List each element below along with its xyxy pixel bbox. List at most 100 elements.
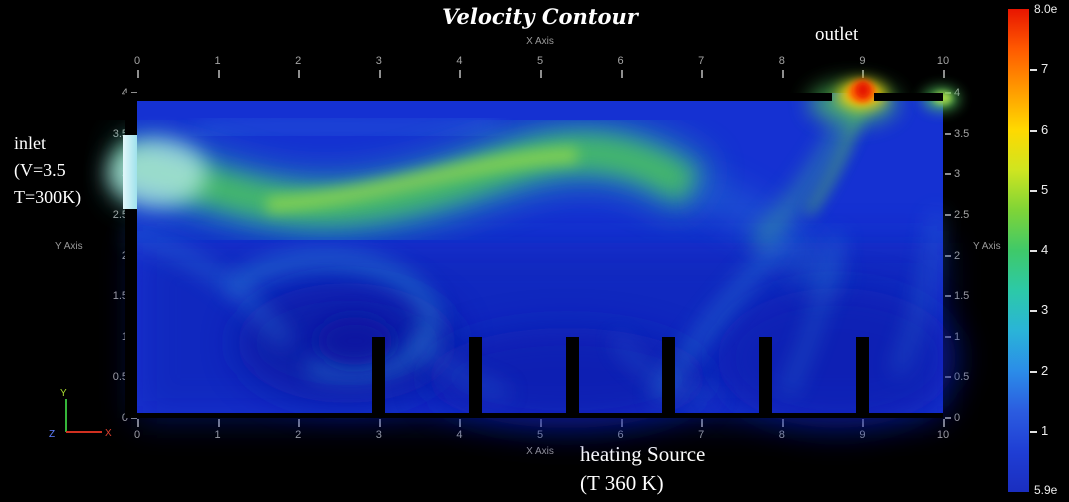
x-tick-mark [137,70,139,78]
orientation-z-label: Z [49,429,55,440]
x-tick-mark [781,419,784,427]
x-tick-mark [701,70,704,78]
colorbar-min-label: 5.9e [1034,483,1058,497]
inlet-annotation-line2: (V=3.5 [14,160,66,180]
outlet-annotation: outlet [815,24,859,45]
top-wall-left [137,93,832,101]
bottom-wall [125,413,943,418]
x-tick-label: 5 [536,55,544,67]
top-wall-right [874,93,943,101]
x-tick-label: 2 [295,55,302,67]
x-tick-mark [378,419,381,427]
colorbar-max-label: 8.0e [1034,2,1058,16]
x-tick-mark [137,419,139,427]
y-tick-label: 4 [94,87,128,99]
colorbar-tick-mark [1030,310,1037,313]
x-tick-mark [701,419,704,427]
x-tick-mark [781,70,784,78]
y-tick-label: 3.5 [954,127,970,140]
y-tick-mark [945,173,951,176]
colorbar-tick-mark [1030,250,1037,252]
y-tick-label: 1 [954,330,961,343]
colorbar-tick-mark [1030,370,1037,373]
left-wall-lower [125,209,137,418]
y-axis-title-right: Y Axis [973,241,1001,252]
x-tick-label: 9 [859,429,866,441]
x-tick-label: 4 [456,55,463,67]
x-tick-mark [459,70,462,78]
orientation-y-label: Y [60,388,67,399]
y-tick-mark [945,417,951,419]
y-tick-mark [945,132,951,135]
x-tick-label: 8 [778,429,785,441]
contour-plot-viewport[interactable] [107,81,959,428]
x-tick-mark [943,419,945,427]
y-tick-label: 2 [954,249,961,262]
colorbar-tick-mark [1030,430,1037,433]
x-tick-mark [862,70,865,78]
colorbar-tick-label: 2 [1041,362,1049,378]
heating-baffle [855,337,869,413]
x-tick-mark [217,70,220,78]
x-tick-label: 3 [375,429,382,441]
y-tick-label: 0.5 [112,371,128,384]
x-tick-label: 9 [859,55,866,67]
inlet-annotation: inlet (V=3.5 T=300K) [14,130,81,211]
x-tick-label: 6 [617,55,624,67]
y-tick-label: 0 [121,412,128,424]
orientation-axes-widget: Y X Z [49,388,112,440]
inlet-duct [123,135,137,209]
x-tick-label: 2 [295,429,302,441]
x-tick-label: 1 [214,55,221,67]
y-tick-label: 4 [954,87,961,99]
y-tick-label: 1.5 [954,290,970,303]
x-tick-label: 0 [133,55,141,67]
y-tick-mark [131,417,137,419]
colorbar-tick-label: 1 [1041,422,1049,438]
inlet-annotation-line3: T=300K) [14,187,82,207]
x-tick-mark [620,70,623,78]
x-tick-label: 6 [617,429,624,441]
heating-baffle [469,337,483,413]
x-tick-label: 10 [936,429,950,441]
heating-baffle [662,337,676,413]
colorbar-tick-mark [1030,69,1037,72]
x-axis-title-bottom: X Axis [526,446,554,457]
heating-baffle [372,337,386,413]
x-tick-mark [217,419,220,427]
y-axis-title-left: Y Axis [55,241,83,252]
x-tick-mark [298,70,301,78]
colorbar-tick-label: 3 [1041,302,1049,318]
colorbar-tick-label: 4 [1041,242,1049,257]
left-wall-upper [125,93,137,135]
y-tick-mark [945,213,951,216]
colorbar-tick-label: 5 [1041,181,1049,197]
x-tick-mark [298,419,301,427]
y-tick-label: 1 [94,331,128,343]
y-tick-label: 2.5 [954,208,970,221]
x-tick-label: 1 [214,429,221,441]
x-tick-label: 7 [698,55,705,67]
y-tick-label: 2 [94,250,128,262]
x-tick-label: 3 [375,55,382,67]
colorbar: 8.0e 5.9e 7 6 5 4 3 2 1 [1005,0,1069,502]
x-tick-label: 5 [536,429,544,441]
heating-source-line1: heating Source [580,442,706,466]
heating-baffle [759,337,773,413]
y-tick-label: 3 [954,168,961,181]
colorbar-tick-label: 7 [1041,61,1049,77]
orientation-x-label: X [105,428,112,439]
x-tick-mark [459,419,462,427]
colorbar-tick-mark [1030,189,1037,192]
page-title: Velocity Contour [442,4,638,29]
x-tick-mark [378,70,381,78]
velocity-contour-field [107,81,959,428]
y-tick-label: 2.5 [112,208,128,221]
inlet-annotation-line1: inlet [14,133,46,153]
colorbar-gradient [1008,9,1029,492]
colorbar-tick-label: 6 [1041,121,1049,137]
x-tick-label: 10 [936,55,950,67]
heating-source-line2: (T 360 K) [580,471,664,495]
x-tick-label: 8 [778,55,785,67]
